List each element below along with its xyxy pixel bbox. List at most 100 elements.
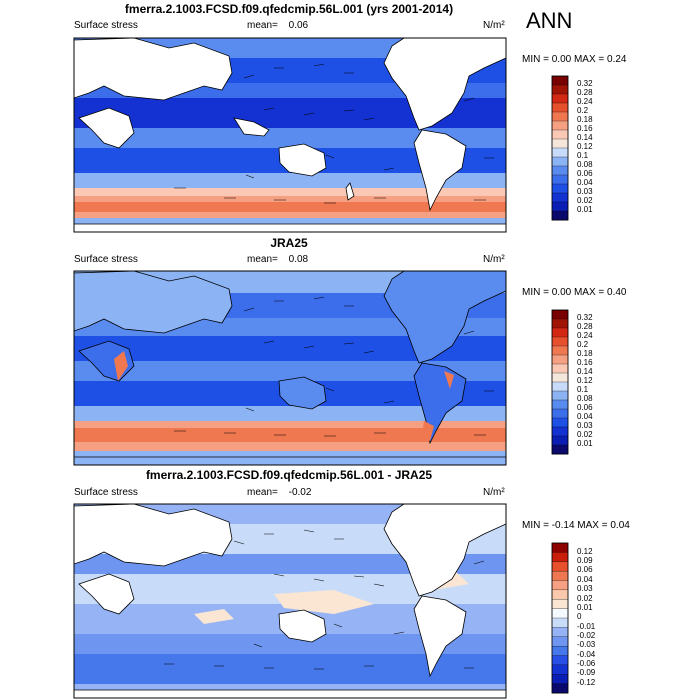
colorbar-swatch [551, 354, 569, 365]
colorbar-swatch [551, 210, 569, 221]
panel-3-mean-label: mean= [247, 487, 278, 498]
colorbar-tick-label: 0.09 [577, 556, 593, 565]
colorbar-swatch [551, 435, 569, 446]
colorbar-swatch [551, 147, 569, 158]
colorbar-tick-label: 0.28 [577, 322, 593, 331]
colorbar-swatch [551, 372, 569, 383]
colorbar-swatch [551, 120, 569, 131]
colorbar-swatch [551, 183, 569, 194]
panel-3-mean: mean= -0.02 [247, 487, 311, 498]
colorbar-tick-label: -0.03 [577, 640, 596, 649]
colorbar-swatch [551, 655, 569, 666]
colorbar-tick-label: 0.1 [577, 151, 589, 160]
colorbar-swatch [551, 138, 569, 149]
colorbar-tick-label: 0.32 [577, 79, 593, 88]
colorbar-tick-label: 0.12 [577, 547, 593, 556]
colorbar-tick-label: -0.12 [577, 678, 596, 687]
colorbar-tick-label: 0.02 [577, 430, 593, 439]
season-label: ANN [526, 8, 573, 33]
colorbar-swatch [551, 336, 569, 347]
panel-2-mean: mean= 0.08 [247, 254, 308, 265]
panel-2-minmax: MIN = 0.00 MAX = 0.40 [522, 287, 627, 298]
colorbar-swatch [551, 542, 569, 553]
panel-2-mean-value: 0.08 [288, 254, 309, 265]
colorbar-swatch [551, 327, 569, 338]
colorbar-tick-label: 0.18 [577, 115, 593, 124]
colorbar-swatch [551, 102, 569, 113]
colorbar-swatch [551, 201, 569, 212]
colorbar-tick-label: 0.16 [577, 124, 593, 133]
colorbar-swatch [551, 608, 569, 619]
colorbar-tick-label: 0.01 [577, 439, 593, 448]
colorbar-swatch [551, 552, 569, 563]
colorbar-tick-label: 0.2 [577, 340, 589, 349]
colorbar-tick-label: 0.06 [577, 565, 593, 574]
colorbar-tick-label: 0.14 [577, 367, 593, 376]
colorbar-swatch [551, 589, 569, 600]
panel-3-colorbar-labels: 0.12 0.09 0.06 0.04 0.03 0.02 0.01 0 -0.… [577, 543, 617, 693]
colorbar-swatch [551, 345, 569, 356]
colorbar-tick-label: 0.14 [577, 133, 593, 142]
colorbar-tick-label: 0.08 [577, 394, 593, 403]
colorbar-tick-label: 0.24 [577, 331, 593, 340]
colorbar-swatch [551, 84, 569, 95]
colorbar-tick-label: 0.12 [577, 376, 593, 385]
colorbar-swatch [551, 674, 569, 685]
colorbar-swatch [551, 636, 569, 647]
colorbar-tick-label: 0 [577, 612, 582, 621]
panel-1-colorbar-labels: 0.32 0.28 0.24 0.2 0.18 0.16 0.14 0.12 0… [577, 76, 617, 220]
panel-3-units: N/m² [483, 487, 505, 498]
colorbar-tick-label: 0.04 [577, 178, 593, 187]
colorbar-swatch [551, 645, 569, 656]
colorbar-swatch [551, 570, 569, 581]
colorbar-tick-label: 0.32 [577, 313, 593, 322]
panel-1-mean-value: 0.06 [288, 20, 309, 31]
colorbar-swatch [551, 683, 569, 694]
colorbar-tick-label: 0.2 [577, 106, 589, 115]
colorbar-tick-label: 0.24 [577, 97, 593, 106]
panel-1-minmax: MIN = 0.00 MAX = 0.24 [522, 54, 627, 65]
panel-3-minmax: MIN = -0.14 MAX = 0.04 [522, 520, 630, 531]
colorbar-swatch [551, 580, 569, 591]
panel-2-map [73, 270, 507, 466]
colorbar-tick-label: -0.06 [577, 659, 596, 668]
panel-2-units: N/m² [483, 254, 505, 265]
colorbar-tick-label: 0.02 [577, 196, 593, 205]
colorbar-swatch [551, 156, 569, 167]
colorbar-swatch [551, 75, 569, 86]
panel-1-map [73, 37, 507, 233]
panel-2-title: JRA25 [270, 236, 308, 250]
colorbar-swatch [551, 111, 569, 122]
colorbar-swatch [551, 444, 569, 455]
colorbar-tick-label: 0.04 [577, 575, 593, 584]
colorbar-tick-label: 0.03 [577, 421, 593, 430]
colorbar-tick-label: -0.09 [577, 668, 596, 677]
panel-2-mean-label: mean= [247, 254, 278, 265]
panel-1-mean: mean= 0.06 [247, 20, 308, 31]
colorbar-tick-label: -0.04 [577, 650, 596, 659]
colorbar-tick-label: 0.02 [577, 594, 593, 603]
colorbar-swatch [551, 417, 569, 428]
panel-1-colorbar [551, 75, 569, 221]
colorbar-swatch [551, 664, 569, 675]
colorbar-swatch [551, 426, 569, 437]
colorbar-swatch [551, 363, 569, 374]
colorbar-swatch [551, 399, 569, 410]
panel-1-mean-label: mean= [247, 20, 278, 31]
panel-1-title: fmerra.2.1003.FCSD.f09.qfedcmip.56L.001 … [124, 2, 454, 16]
colorbar-tick-label: 0.08 [577, 160, 593, 169]
colorbar-swatch [551, 129, 569, 140]
colorbar-swatch [551, 599, 569, 610]
panel-3-map [73, 503, 507, 699]
colorbar-tick-label: 0.01 [577, 603, 593, 612]
panel-2-colorbar [551, 309, 569, 455]
colorbar-swatch [551, 408, 569, 419]
colorbar-tick-label: 0.04 [577, 412, 593, 421]
colorbar-swatch [551, 561, 569, 572]
colorbar-swatch [551, 309, 569, 320]
panel-1-units: N/m² [483, 20, 505, 31]
colorbar-tick-label: -0.01 [577, 622, 596, 631]
panel-3-variable: Surface stress [74, 487, 138, 498]
colorbar-tick-label: 0.06 [577, 169, 593, 178]
colorbar-swatch [551, 174, 569, 185]
